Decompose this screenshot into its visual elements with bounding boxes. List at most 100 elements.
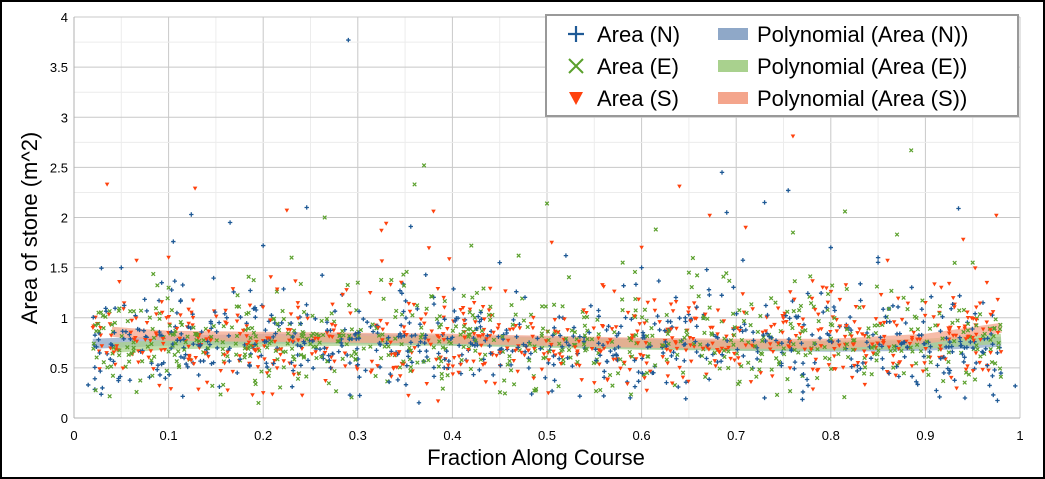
point-area-s [664, 347, 670, 352]
point-area-s [884, 369, 890, 374]
point-area-s [562, 317, 567, 322]
point-area-s [625, 310, 631, 315]
point-area-s [632, 314, 637, 319]
point-area-n [508, 362, 514, 368]
point-area-e [566, 347, 572, 353]
point-area-n [472, 343, 478, 348]
point-area-n [860, 360, 866, 366]
point-area-s [281, 359, 287, 364]
point-area-s [481, 327, 487, 332]
point-area-e [458, 332, 463, 337]
point-area-e [946, 359, 951, 365]
point-area-n [99, 265, 104, 271]
point-area-s [97, 367, 102, 372]
point-area-e [937, 311, 942, 316]
point-area-e [91, 346, 96, 351]
point-area-n [119, 265, 124, 270]
point-area-n [515, 345, 521, 350]
point-area-e [632, 269, 638, 275]
point-area-n [629, 317, 634, 322]
point-area-e [701, 315, 706, 321]
point-area-s [861, 349, 867, 354]
point-area-s [388, 282, 393, 287]
point-area-s [178, 313, 183, 318]
point-area-e [684, 328, 689, 334]
point-area-n [436, 351, 441, 356]
point-area-s [471, 332, 477, 337]
point-area-s [340, 292, 345, 297]
point-area-s [272, 358, 277, 363]
point-area-e [591, 360, 597, 366]
point-area-n [431, 374, 437, 379]
point-area-s [98, 333, 104, 338]
point-area-s [465, 347, 471, 352]
point-area-s [112, 362, 118, 367]
point-area-s [790, 134, 796, 139]
point-area-s [639, 245, 644, 250]
point-area-n [406, 354, 411, 359]
point-area-n [253, 307, 259, 313]
point-area-e [248, 335, 253, 341]
point-area-e [787, 388, 793, 394]
y-tick-label: 3.5 [50, 60, 68, 75]
point-area-n [487, 343, 492, 349]
point-area-e [246, 344, 252, 350]
point-area-e [836, 351, 841, 357]
point-area-s [546, 391, 551, 396]
point-area-n [828, 245, 833, 250]
point-area-n [298, 344, 303, 349]
point-area-n [522, 295, 528, 300]
point-area-e [112, 320, 118, 326]
point-area-n [526, 365, 532, 371]
point-area-s [828, 289, 834, 294]
point-area-e [500, 334, 505, 339]
point-area-e [235, 293, 240, 298]
point-area-e [712, 350, 718, 356]
point-area-s [475, 334, 481, 339]
point-area-s [781, 316, 786, 321]
point-area-n [832, 308, 837, 313]
point-area-n [992, 367, 997, 373]
point-area-s [988, 328, 993, 333]
point-area-n [864, 330, 870, 336]
point-area-e [615, 371, 621, 376]
point-area-e [874, 284, 880, 289]
point-area-e [737, 379, 742, 384]
point-area-s [153, 331, 159, 336]
point-area-s [693, 316, 699, 321]
point-area-n [397, 331, 403, 336]
point-area-e [525, 324, 530, 330]
point-area-e [94, 355, 99, 360]
point-area-s [309, 352, 315, 357]
point-area-e [642, 307, 648, 312]
legend-label: Area (E) [597, 54, 679, 79]
point-area-n [754, 356, 760, 362]
point-area-e [461, 293, 466, 299]
point-area-s [710, 341, 715, 346]
point-area-n [694, 324, 699, 329]
x-tick-label: 0.6 [633, 428, 651, 443]
point-area-e [875, 351, 880, 357]
point-area-n [715, 335, 720, 340]
point-area-s [246, 340, 252, 345]
point-area-s [723, 347, 729, 352]
point-area-s [295, 301, 301, 306]
point-area-s [188, 358, 194, 363]
point-area-e [347, 333, 352, 339]
point-area-s [687, 335, 693, 340]
point-area-n [831, 304, 837, 310]
point-area-s [972, 266, 978, 271]
point-area-e [289, 255, 294, 260]
legend-label: Area (S) [597, 86, 679, 111]
point-area-n [288, 321, 294, 326]
point-area-n [949, 344, 954, 349]
point-area-n [947, 339, 953, 345]
point-area-s [287, 328, 293, 333]
point-area-s [424, 382, 430, 387]
point-area-n [552, 378, 557, 383]
point-area-n [704, 356, 709, 361]
point-area-n [452, 318, 458, 324]
point-area-s [274, 287, 280, 292]
point-area-s [441, 295, 447, 300]
x-tick-label: 0.9 [916, 428, 934, 443]
